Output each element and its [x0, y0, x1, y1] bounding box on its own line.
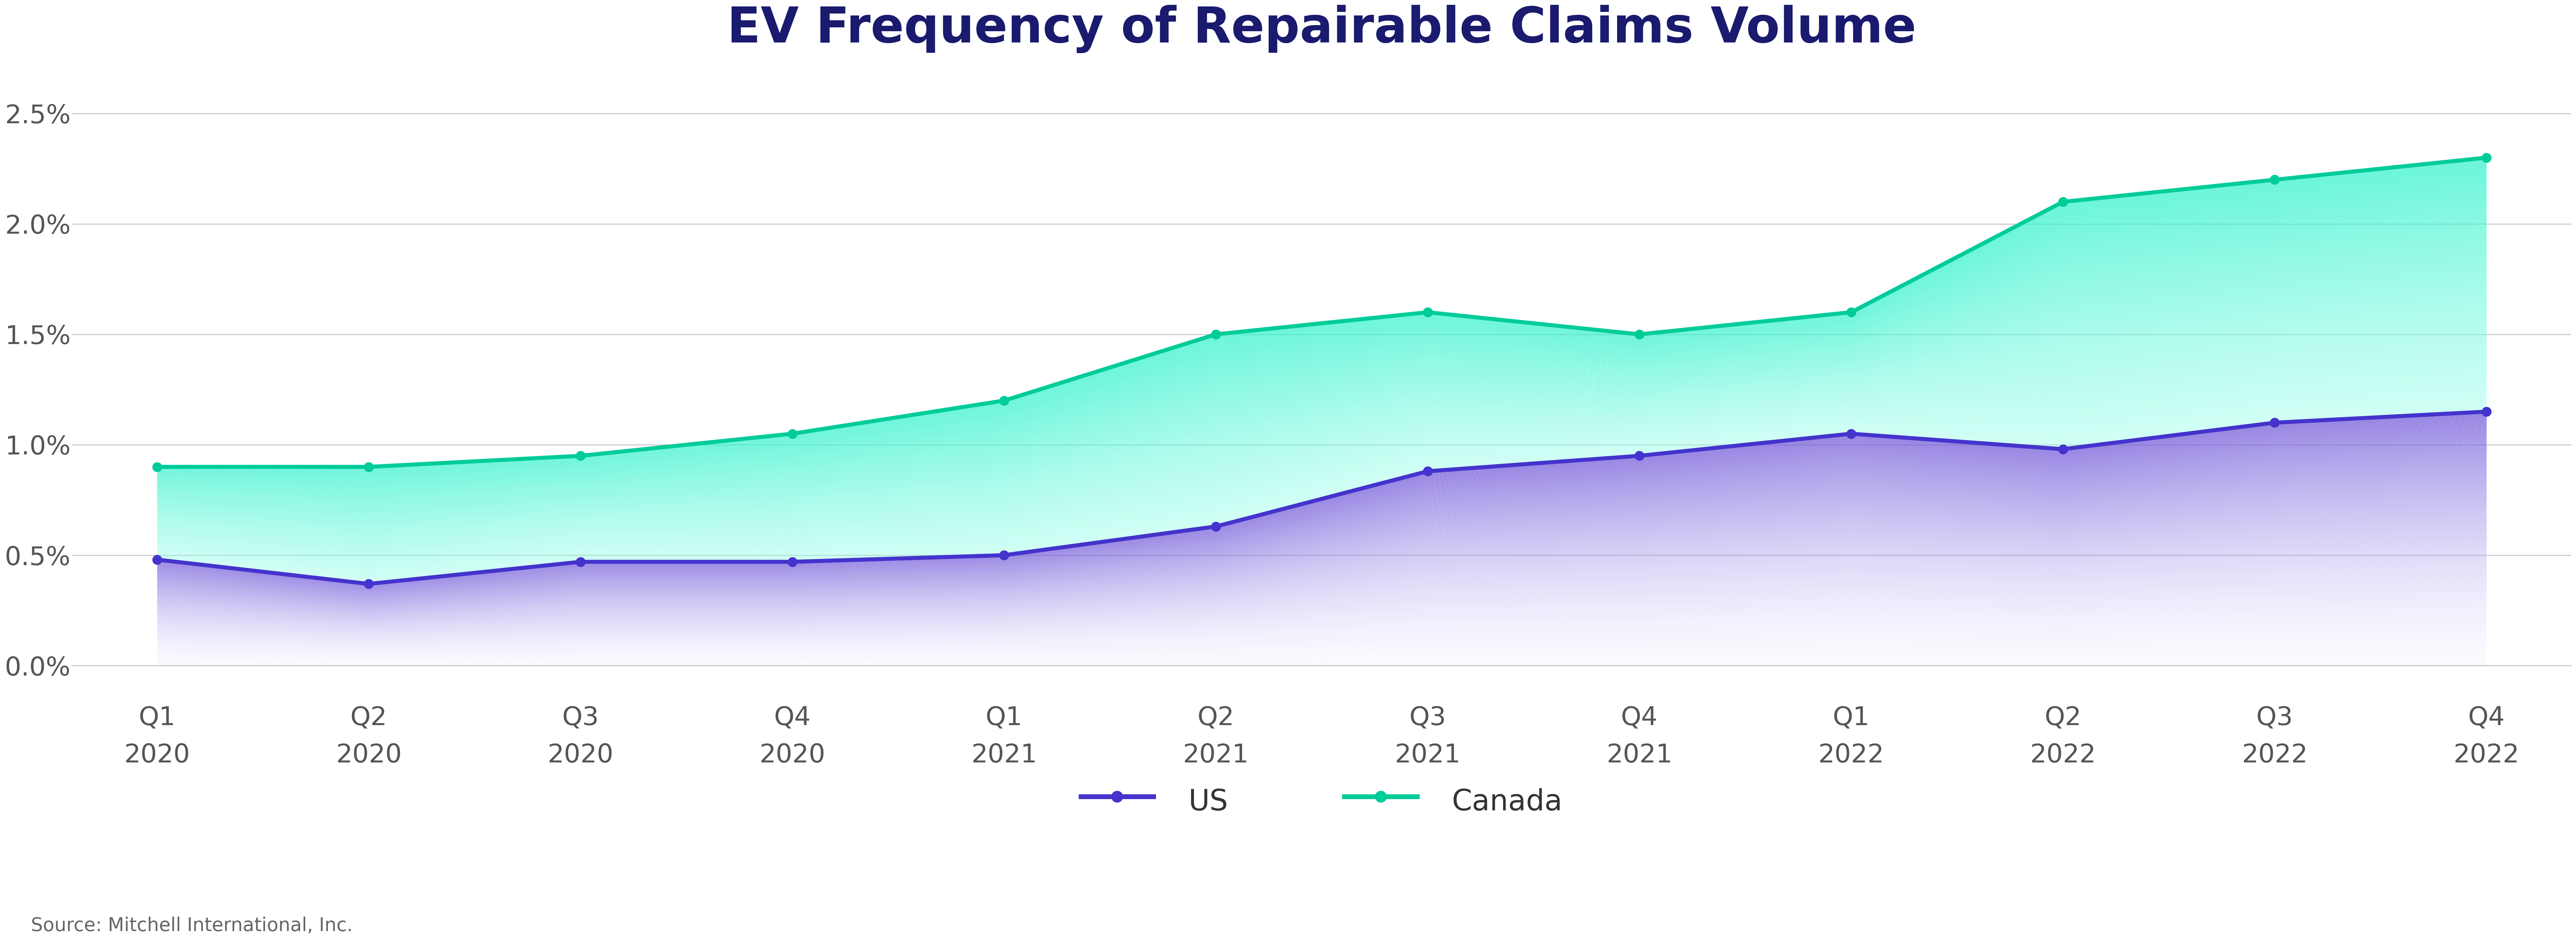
- Text: Q2: Q2: [2045, 705, 2081, 730]
- Text: Q3: Q3: [2257, 705, 2293, 730]
- Text: 2021: 2021: [1394, 743, 1461, 768]
- Text: Q1: Q1: [139, 705, 175, 730]
- Text: Q2: Q2: [1198, 705, 1234, 730]
- Text: Q3: Q3: [1409, 705, 1445, 730]
- Text: Q1: Q1: [1832, 705, 1870, 730]
- Text: Q4: Q4: [2468, 705, 2504, 730]
- Text: Q3: Q3: [562, 705, 600, 730]
- Legend: US, Canada: US, Canada: [1069, 771, 1574, 830]
- Text: 2020: 2020: [124, 743, 191, 768]
- Text: 2022: 2022: [1819, 743, 1883, 768]
- Text: Q4: Q4: [773, 705, 811, 730]
- Text: 2020: 2020: [335, 743, 402, 768]
- Text: 2020: 2020: [760, 743, 824, 768]
- Text: Q2: Q2: [350, 705, 386, 730]
- Text: Q1: Q1: [987, 705, 1023, 730]
- Text: Source: Mitchell International, Inc.: Source: Mitchell International, Inc.: [31, 917, 353, 935]
- Text: 2022: 2022: [2241, 743, 2308, 768]
- Text: 2020: 2020: [549, 743, 613, 768]
- Text: 2022: 2022: [2030, 743, 2097, 768]
- Text: 2021: 2021: [1182, 743, 1249, 768]
- Text: 2021: 2021: [1607, 743, 1672, 768]
- Text: Q4: Q4: [1620, 705, 1659, 730]
- Title: EV Frequency of Repairable Claims Volume: EV Frequency of Repairable Claims Volume: [726, 5, 1917, 53]
- Text: 2021: 2021: [971, 743, 1038, 768]
- Text: 2022: 2022: [2452, 743, 2519, 768]
